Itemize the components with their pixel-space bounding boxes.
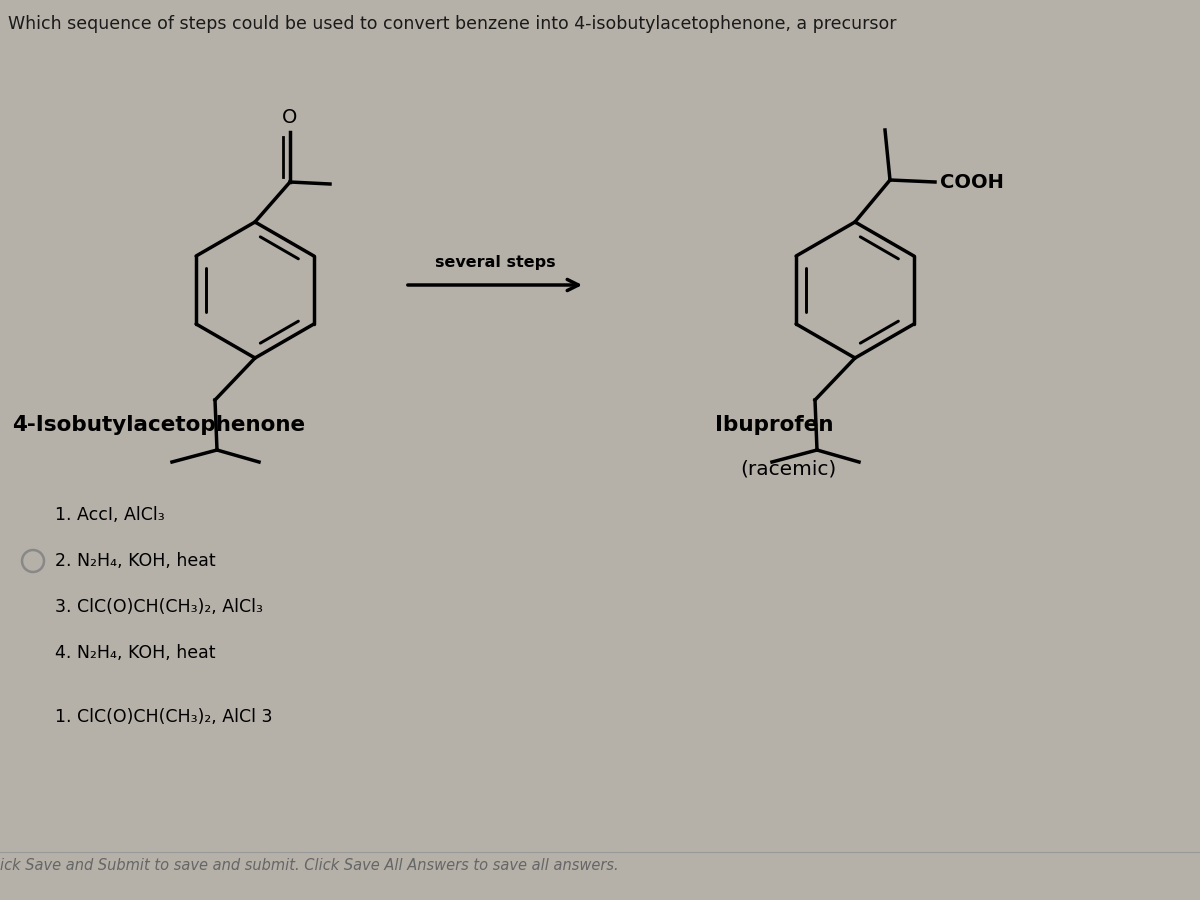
Text: 1. ClC(O)CH(CH₃)₂, AlCl 3: 1. ClC(O)CH(CH₃)₂, AlCl 3 bbox=[55, 708, 272, 726]
Text: Which sequence of steps could be used to convert benzene into 4-isobutylacetophe: Which sequence of steps could be used to… bbox=[8, 15, 896, 33]
Text: (racemic): (racemic) bbox=[740, 460, 836, 479]
Text: ick Save and Submit to save and submit. Click Save All Answers to save all answe: ick Save and Submit to save and submit. … bbox=[0, 858, 619, 872]
Text: 1. AccI, AlCl₃: 1. AccI, AlCl₃ bbox=[55, 506, 164, 524]
Text: O: O bbox=[282, 108, 298, 127]
Text: 4-Isobutylacetophenone: 4-Isobutylacetophenone bbox=[12, 415, 305, 435]
Text: COOH: COOH bbox=[940, 173, 1004, 192]
Text: several steps: several steps bbox=[434, 255, 556, 270]
Text: Ibuprofen: Ibuprofen bbox=[715, 415, 834, 435]
Text: 2. N₂H₄, KOH, heat: 2. N₂H₄, KOH, heat bbox=[55, 552, 216, 570]
Text: 3. ClC(O)CH(CH₃)₂, AlCl₃: 3. ClC(O)CH(CH₃)₂, AlCl₃ bbox=[55, 598, 263, 616]
Text: 4. N₂H₄, KOH, heat: 4. N₂H₄, KOH, heat bbox=[55, 644, 216, 662]
